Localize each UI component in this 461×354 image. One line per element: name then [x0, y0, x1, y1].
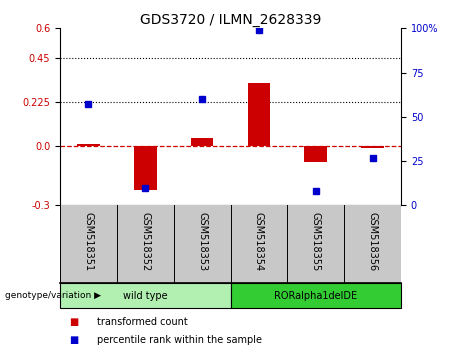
- Bar: [230, 283, 401, 308]
- Bar: [134, 146, 157, 190]
- Bar: [361, 146, 384, 148]
- Text: GSM518352: GSM518352: [140, 212, 150, 271]
- Text: GSM518353: GSM518353: [197, 212, 207, 271]
- Text: ■: ■: [69, 317, 78, 327]
- Text: GSM518355: GSM518355: [311, 212, 321, 271]
- Text: ■: ■: [69, 335, 78, 345]
- Text: GSM518354: GSM518354: [254, 212, 264, 271]
- Title: GDS3720 / ILMN_2628339: GDS3720 / ILMN_2628339: [140, 13, 321, 27]
- Text: transformed count: transformed count: [97, 317, 188, 327]
- Text: genotype/variation ▶: genotype/variation ▶: [5, 291, 100, 300]
- Text: wild type: wild type: [123, 291, 167, 301]
- Bar: [77, 144, 100, 146]
- Bar: [191, 138, 213, 146]
- Bar: [248, 84, 270, 146]
- Bar: [304, 146, 327, 162]
- Bar: [60, 283, 230, 308]
- Text: GSM518356: GSM518356: [367, 212, 378, 271]
- Text: percentile rank within the sample: percentile rank within the sample: [97, 335, 262, 345]
- Text: RORalpha1delDE: RORalpha1delDE: [274, 291, 357, 301]
- Text: GSM518351: GSM518351: [83, 212, 94, 271]
